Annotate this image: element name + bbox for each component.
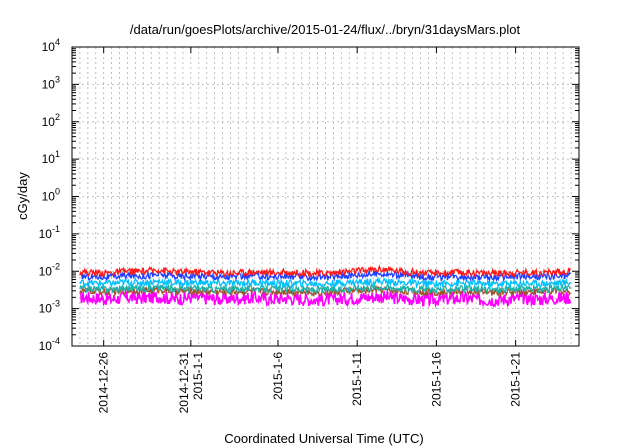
y-tick-label: 101 <box>42 149 60 166</box>
x-tick-label: 2015-1-21 <box>509 352 523 407</box>
series-line <box>79 269 571 283</box>
x-tick-label: 2014-12-26 <box>97 352 111 414</box>
y-axis-ticks: 10-4 10-3 10-2 10-1 100 101 102 103 104 <box>39 37 579 353</box>
series-line <box>79 264 571 279</box>
plot-series <box>79 264 572 309</box>
y-tick-label: 10-1 <box>39 224 60 241</box>
series-2 <box>79 282 571 295</box>
series-3 <box>79 275 571 290</box>
series-line <box>79 275 571 290</box>
x-axis-ticks: 2014-12-26 2014-12-31 2015-1-1 2015-1-6 2015… <box>97 47 523 413</box>
x-tick-label: 2015-1-6 <box>271 352 285 400</box>
series-line <box>79 282 571 295</box>
series-0 <box>79 290 572 309</box>
series-line <box>79 290 572 309</box>
chart-title: /data/run/goesPlots/archive/2015-01-24/f… <box>130 22 521 37</box>
series-line <box>79 284 571 298</box>
series-5 <box>79 264 571 279</box>
x-tick-label: 2015-1-1 <box>191 352 205 400</box>
series-4 <box>79 269 571 283</box>
y-tick-label: 103 <box>42 74 60 91</box>
y-tick-label: 10-3 <box>39 299 60 316</box>
y-tick-label: 104 <box>42 37 60 54</box>
y-tick-label: 100 <box>42 187 60 204</box>
y-tick-label: 10-2 <box>39 261 60 278</box>
y-axis-label: cGy/day <box>15 172 30 220</box>
x-tick-label: 2015-1-11 <box>350 352 364 406</box>
y-tick-label: 10-4 <box>39 336 60 353</box>
series-1 <box>79 284 571 298</box>
x-axis-label: Coordinated Universal Time (UTC) <box>224 431 423 446</box>
y-tick-label: 102 <box>42 112 60 129</box>
x-tick-label: 2014-12-31 <box>177 352 191 414</box>
x-tick-label: 2015-1-16 <box>429 352 443 407</box>
